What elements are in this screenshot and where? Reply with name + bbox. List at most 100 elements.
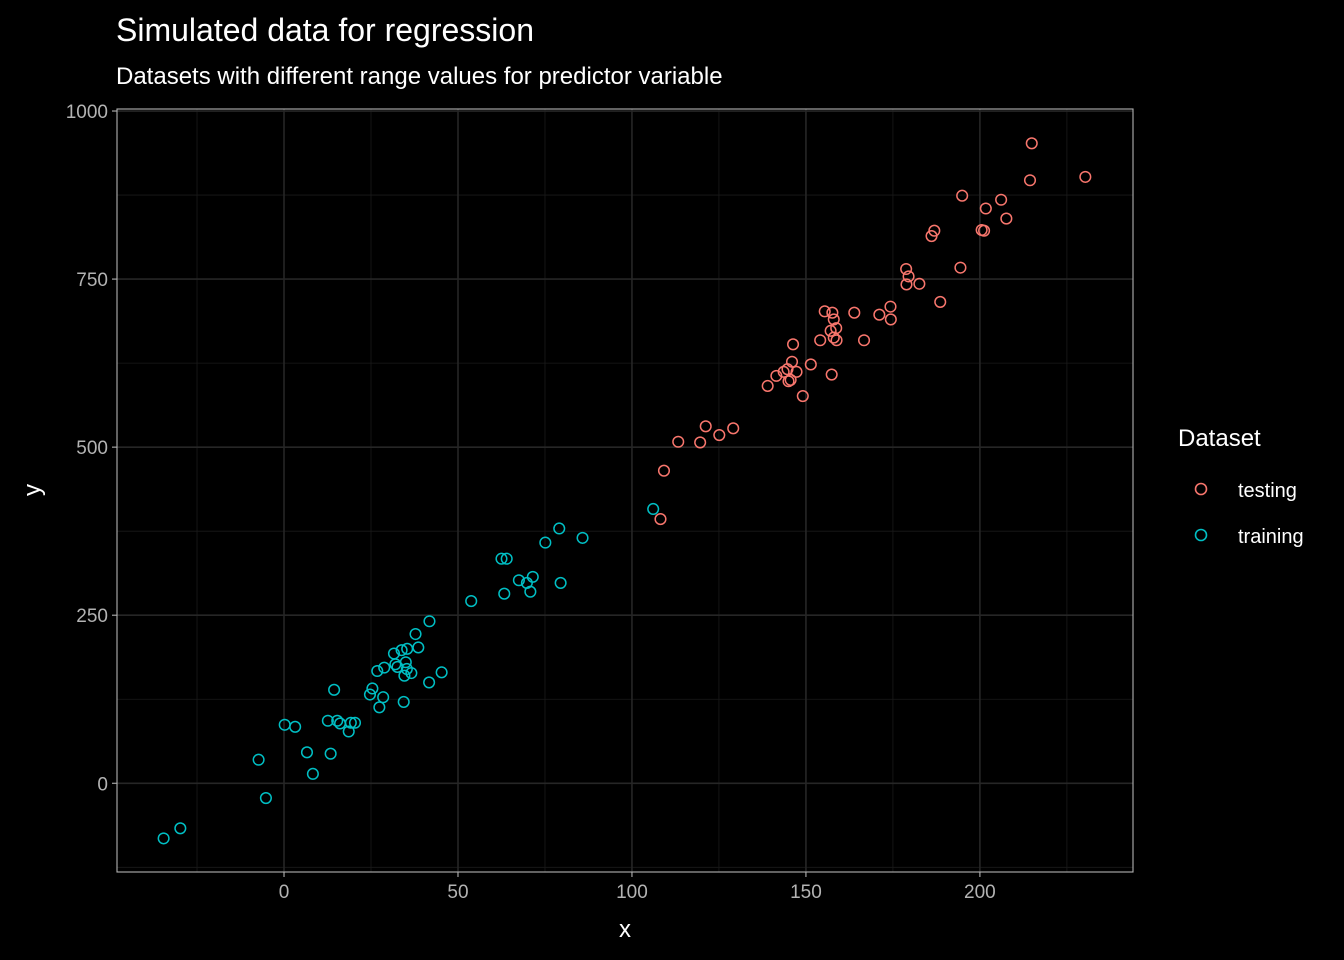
y-tick-label: 250 [76, 606, 108, 627]
x-tick-label: 200 [964, 882, 996, 903]
point-training [252, 753, 265, 766]
point-training [412, 641, 425, 654]
point-testing [873, 308, 886, 321]
point-testing [796, 389, 809, 403]
point-training [342, 725, 355, 738]
point-testing [826, 306, 839, 319]
point-testing [830, 334, 843, 347]
data-points [157, 137, 1092, 845]
point-training [306, 767, 319, 780]
legend-label-training: training [1238, 526, 1304, 548]
point-testing [699, 420, 712, 433]
point-training [423, 676, 436, 689]
point-testing [928, 224, 941, 237]
point-testing [857, 334, 871, 347]
point-training [324, 747, 337, 760]
point-testing [761, 379, 774, 393]
point-testing [848, 306, 861, 319]
point-testing [713, 428, 726, 442]
point-training [371, 664, 384, 678]
point-training [300, 746, 314, 759]
point-training [157, 832, 170, 845]
point-testing [827, 313, 840, 326]
point-testing [900, 262, 913, 276]
y-tick-label: 500 [76, 438, 108, 459]
plot-panel [117, 109, 1133, 872]
point-training [259, 792, 272, 805]
point-training [423, 615, 436, 628]
x-tick-label: 100 [616, 882, 648, 903]
point-testing [694, 436, 707, 449]
point-testing [782, 375, 795, 388]
minor-gridlines [117, 109, 1133, 872]
point-training [395, 644, 408, 657]
x-tick-label: 50 [447, 882, 468, 903]
point-training [328, 683, 341, 696]
point-testing [672, 435, 685, 448]
point-testing [1000, 212, 1013, 225]
point-testing [900, 278, 913, 291]
point-training [373, 701, 386, 714]
x-tick-label: 0 [279, 882, 290, 903]
chart-subtitle: Datasets with different range values for… [116, 63, 723, 90]
point-training [498, 587, 511, 600]
x-axis-title: x [619, 916, 631, 943]
point-testing [978, 224, 991, 237]
point-training [321, 714, 334, 727]
point-testing [814, 334, 827, 347]
point-testing [830, 322, 843, 335]
point-training [554, 576, 567, 589]
legend-title: Dataset [1178, 425, 1261, 452]
point-training [378, 661, 391, 674]
point-training [366, 682, 379, 695]
point-training [512, 574, 525, 587]
point-training [174, 822, 187, 835]
point-testing [1023, 174, 1037, 187]
chart-title: Simulated data for regression [116, 12, 534, 48]
point-training [377, 691, 390, 704]
point-training [344, 716, 357, 729]
point-training [647, 502, 660, 516]
point-training [500, 552, 513, 565]
point-testing [727, 422, 740, 435]
legend-key-training [1194, 528, 1208, 542]
legend: Dataset testing training [1178, 425, 1304, 548]
point-testing [979, 202, 992, 215]
point-testing [787, 338, 800, 351]
point-training [435, 666, 448, 679]
point-testing [790, 365, 803, 378]
point-testing [954, 261, 967, 274]
point-training [524, 585, 537, 598]
y-axis-title: y [19, 484, 46, 496]
point-training [553, 522, 566, 535]
point-testing [884, 313, 897, 326]
point-testing [770, 369, 783, 382]
point-training [398, 669, 411, 682]
point-testing [824, 324, 837, 337]
point-training [465, 595, 478, 608]
point-training [495, 552, 508, 565]
point-testing [913, 277, 926, 290]
plot-border [116, 108, 1134, 873]
point-training [289, 720, 302, 733]
point-testing [884, 300, 897, 313]
point-training [399, 656, 412, 669]
point-training [331, 714, 344, 727]
point-testing [1079, 170, 1092, 183]
point-testing [804, 358, 817, 371]
major-gridlines [117, 109, 1133, 872]
legend-key-testing [1194, 482, 1208, 496]
x-axis-ticks: 0 50 100 150 200 [279, 872, 996, 903]
point-training [405, 666, 418, 680]
point-training [539, 536, 552, 549]
y-axis-ticks: 0 250 500 750 1000 [66, 102, 117, 795]
point-testing [995, 193, 1008, 206]
point-training [576, 531, 589, 544]
point-testing [902, 270, 915, 283]
point-training [363, 688, 377, 701]
point-testing [784, 373, 797, 386]
point-testing [956, 189, 969, 202]
point-training [409, 627, 422, 641]
point-training [397, 695, 410, 708]
